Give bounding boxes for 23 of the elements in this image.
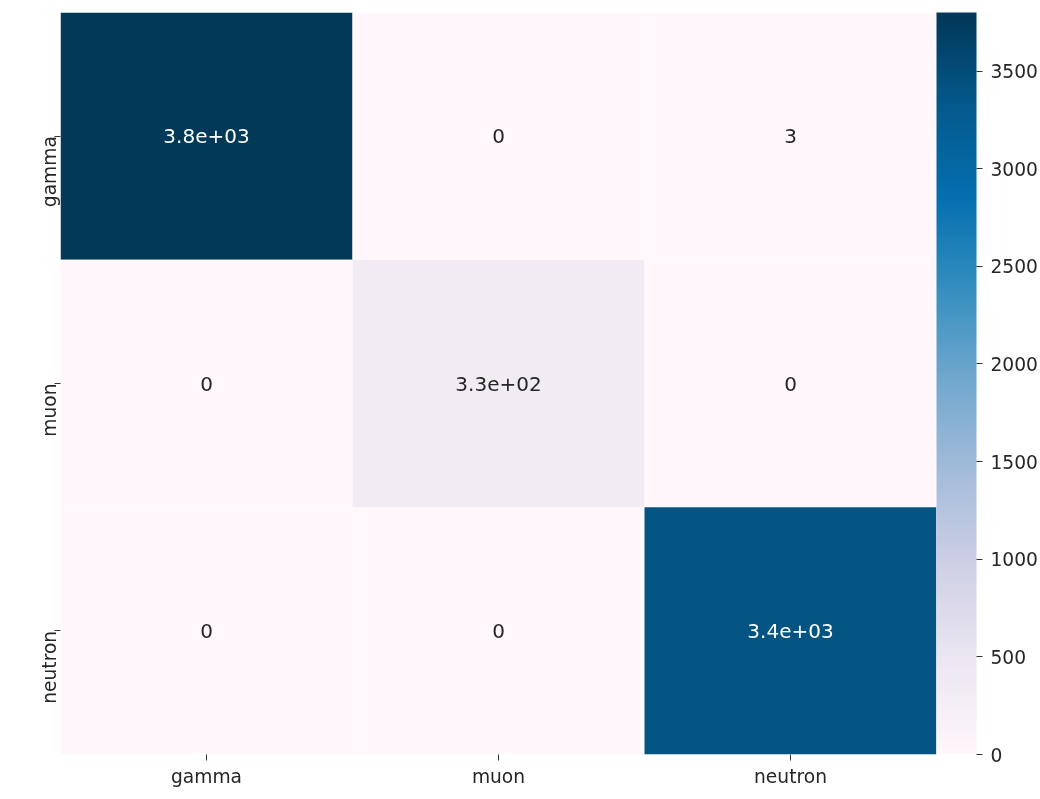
data-label: 0: [200, 618, 213, 643]
color-bar-label: 2000: [990, 353, 1038, 375]
data-label: 3.3e+02: [455, 371, 542, 396]
data-label: 3.4e+03: [747, 618, 834, 643]
data-label: 3: [784, 124, 797, 149]
data-label: 0: [200, 371, 213, 396]
y-tick-label: gamma: [39, 136, 60, 208]
x-tick-label: muon: [471, 765, 526, 787]
color-bar-label: 1500: [990, 451, 1038, 473]
color-bar-label: 0: [990, 744, 1003, 766]
data-label: 0: [492, 618, 505, 643]
x-tick-label: gamma: [170, 765, 243, 787]
y-tick-label: neutron: [39, 630, 60, 704]
x-tick-label: neutron: [754, 765, 827, 787]
color-bar-label: 1000: [990, 549, 1038, 571]
y-tick-label: muon: [39, 383, 60, 437]
data-label: 3.8e+03: [163, 124, 250, 149]
data-label: 0: [784, 371, 797, 396]
color-bar-label: 500: [990, 646, 1027, 668]
data-label: 0: [492, 124, 505, 149]
color-bar-label: 3000: [990, 158, 1038, 180]
color-bar-label: 2500: [990, 256, 1038, 278]
color-bar-label: 3500: [990, 61, 1038, 83]
